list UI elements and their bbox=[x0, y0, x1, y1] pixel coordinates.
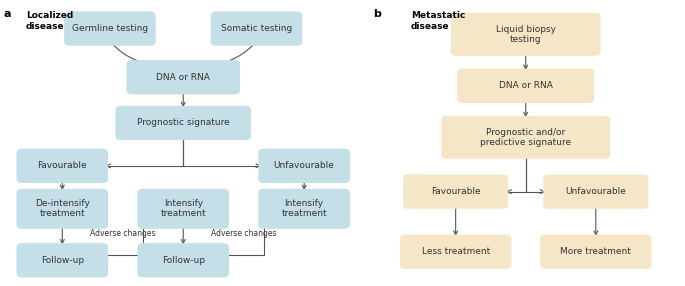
Text: De-intensify
treatment: De-intensify treatment bbox=[35, 199, 90, 219]
Text: Follow-up: Follow-up bbox=[40, 256, 84, 265]
Text: Somatic testing: Somatic testing bbox=[221, 24, 292, 33]
Text: Adverse changes: Adverse changes bbox=[211, 229, 277, 238]
Text: Less treatment: Less treatment bbox=[421, 247, 490, 256]
FancyBboxPatch shape bbox=[127, 60, 240, 94]
FancyBboxPatch shape bbox=[138, 243, 229, 277]
FancyBboxPatch shape bbox=[16, 189, 108, 229]
FancyBboxPatch shape bbox=[116, 106, 251, 140]
Text: a: a bbox=[3, 9, 11, 19]
Text: DNA or RNA: DNA or RNA bbox=[499, 81, 553, 90]
Text: Intensify
treatment: Intensify treatment bbox=[160, 199, 206, 219]
Text: Metastatic
disease: Metastatic disease bbox=[411, 11, 465, 31]
FancyBboxPatch shape bbox=[441, 116, 610, 159]
FancyBboxPatch shape bbox=[64, 11, 155, 46]
FancyBboxPatch shape bbox=[403, 174, 508, 209]
Text: Favourable: Favourable bbox=[38, 161, 87, 170]
Text: Liquid biopsy
testing: Liquid biopsy testing bbox=[496, 25, 556, 44]
Text: Favourable: Favourable bbox=[431, 187, 480, 196]
FancyBboxPatch shape bbox=[400, 235, 512, 269]
FancyBboxPatch shape bbox=[543, 174, 649, 209]
Text: Intensify
treatment: Intensify treatment bbox=[282, 199, 327, 219]
Text: DNA or RNA: DNA or RNA bbox=[156, 73, 210, 82]
Text: Localized
disease: Localized disease bbox=[25, 11, 73, 31]
FancyBboxPatch shape bbox=[540, 235, 651, 269]
Text: Adverse changes: Adverse changes bbox=[90, 229, 155, 238]
Text: Prognostic signature: Prognostic signature bbox=[137, 118, 229, 128]
FancyBboxPatch shape bbox=[138, 189, 229, 229]
FancyBboxPatch shape bbox=[16, 149, 108, 183]
FancyBboxPatch shape bbox=[451, 13, 601, 56]
FancyBboxPatch shape bbox=[211, 11, 302, 46]
FancyBboxPatch shape bbox=[258, 189, 350, 229]
Text: Follow-up: Follow-up bbox=[162, 256, 205, 265]
Text: More treatment: More treatment bbox=[560, 247, 632, 256]
Text: Unfavourable: Unfavourable bbox=[565, 187, 626, 196]
FancyBboxPatch shape bbox=[16, 243, 108, 277]
Text: Prognostic and/or
predictive signature: Prognostic and/or predictive signature bbox=[480, 128, 571, 147]
FancyBboxPatch shape bbox=[458, 69, 594, 103]
FancyBboxPatch shape bbox=[258, 149, 350, 183]
Text: Unfavourable: Unfavourable bbox=[274, 161, 334, 170]
Text: Germline testing: Germline testing bbox=[72, 24, 148, 33]
Text: b: b bbox=[373, 9, 381, 19]
